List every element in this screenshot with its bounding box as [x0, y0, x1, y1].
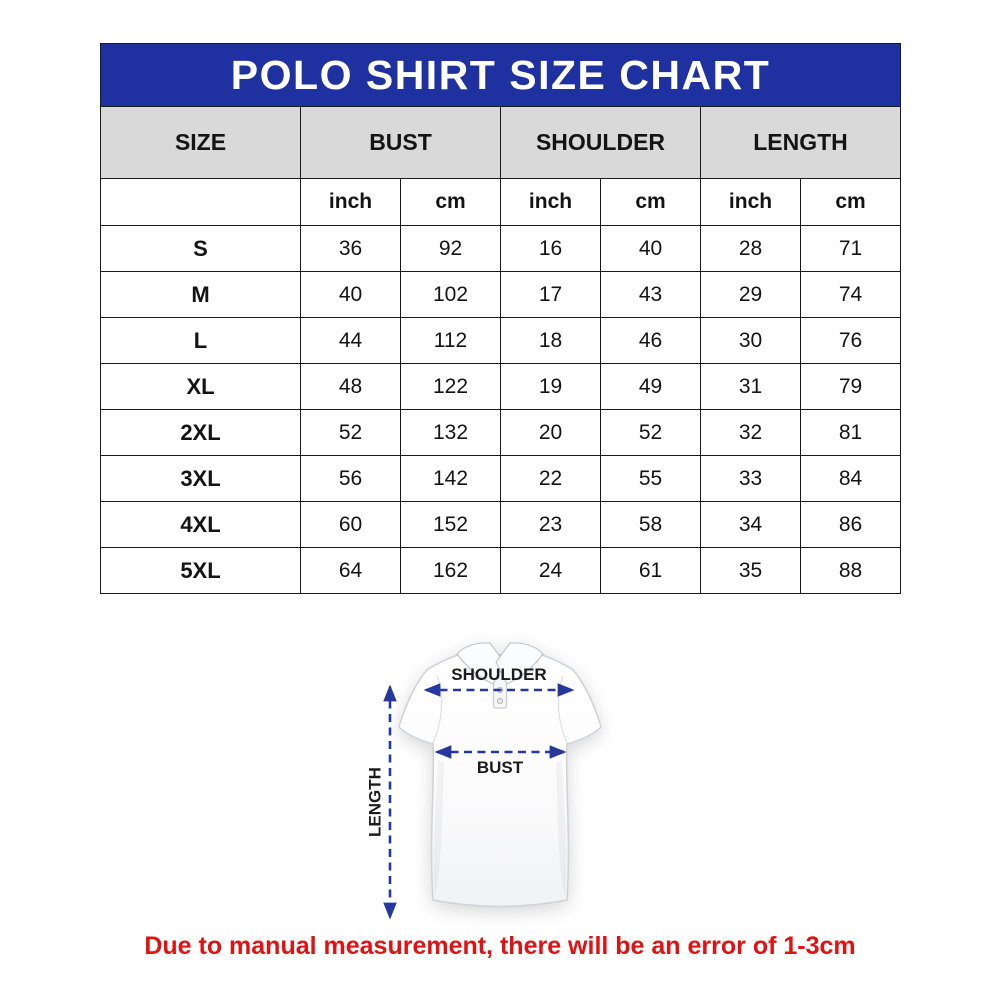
measurement-value: 43 [600, 271, 701, 318]
measurement-value: 132 [400, 409, 501, 456]
measurement-value: 29 [700, 271, 801, 318]
measurement-value: 48 [300, 363, 401, 410]
size-table: POLO SHIRT SIZE CHART SIZE BUST SHOULDER… [99, 43, 902, 594]
collar-right-flap [495, 642, 544, 685]
polo-shirt-illustration [398, 642, 602, 908]
measurement-value: 22 [500, 455, 601, 502]
table-row: 4XL 60 152 23 58 34 86 [100, 501, 902, 548]
measurement-value: 86 [799, 501, 902, 548]
size-label: XL [100, 363, 301, 410]
unit-header-shoulder-inch: inch [500, 178, 601, 226]
chart-title: POLO SHIRT SIZE CHART [99, 43, 902, 107]
group-header-row: SIZE BUST SHOULDER LENGTH [100, 106, 902, 179]
unit-header-bust-cm: cm [400, 178, 501, 226]
unit-header-row: inch cm inch cm inch cm [100, 178, 902, 226]
chart-title-bar: POLO SHIRT SIZE CHART [99, 43, 902, 107]
measurement-value: 74 [799, 271, 902, 318]
measurement-value: 19 [500, 363, 601, 410]
measurement-value: 46 [600, 317, 701, 364]
size-label: M [100, 271, 301, 318]
measurement-value: 32 [700, 409, 801, 456]
column-header-size: SIZE [100, 106, 301, 179]
measurement-value: 24 [500, 547, 601, 594]
measurement-value: 33 [700, 455, 801, 502]
measurement-value: 162 [400, 547, 501, 594]
footnote: Due to manual measurement, there will be… [144, 932, 856, 960]
measurement-value: 23 [500, 501, 601, 548]
measurement-value: 58 [600, 501, 701, 548]
measurement-value: 60 [300, 501, 401, 548]
measurement-value: 34 [700, 501, 801, 548]
length-label: LENGTH [365, 767, 384, 837]
size-label: L [100, 317, 301, 364]
measurement-value: 52 [600, 409, 701, 456]
measurement-value: 122 [400, 363, 501, 410]
column-header-shoulder: SHOULDER [500, 106, 701, 179]
measurement-value: 55 [600, 455, 701, 502]
bust-label: BUST [477, 758, 524, 777]
size-label: 2XL [100, 409, 301, 456]
table-row: 3XL 56 142 22 55 33 84 [100, 455, 902, 502]
measurement-value: 49 [600, 363, 701, 410]
measurement-value: 18 [500, 317, 601, 364]
measurement-value: 64 [300, 547, 401, 594]
measurement-value: 17 [500, 271, 601, 318]
measurement-value: 28 [700, 225, 801, 272]
size-label: 4XL [100, 501, 301, 548]
measurement-value: 16 [500, 225, 601, 272]
measurement-value: 112 [400, 317, 501, 364]
column-header-length: LENGTH [699, 106, 902, 179]
measurement-value: 40 [600, 225, 701, 272]
table-row: M 40 102 17 43 29 74 [100, 271, 902, 318]
measurement-value: 152 [400, 501, 501, 548]
table-row: L 44 112 18 46 30 76 [100, 317, 902, 364]
unit-header-length-cm: cm [799, 178, 902, 226]
body-shading-left [433, 760, 444, 896]
measurement-value: 142 [400, 455, 501, 502]
measurement-value: 79 [799, 363, 902, 410]
measurement-value: 35 [700, 547, 801, 594]
table-row: XL 48 122 19 49 31 79 [100, 363, 902, 410]
unit-header-spacer [100, 178, 301, 226]
size-label: 5XL [100, 547, 301, 594]
measurement-value: 88 [799, 547, 902, 594]
unit-header-shoulder-cm: cm [600, 178, 701, 226]
measurement-value: 44 [300, 317, 401, 364]
button-icon [496, 697, 504, 705]
table-row: 2XL 52 132 20 52 32 81 [100, 409, 902, 456]
measurement-value: 76 [799, 317, 902, 364]
shoulder-label: SHOULDER [451, 665, 546, 684]
size-label: 3XL [100, 455, 301, 502]
shirt-silhouette [398, 647, 602, 908]
measurement-value: 30 [700, 317, 801, 364]
table-row: S 36 92 16 40 28 71 [100, 225, 902, 272]
size-chart: POLO SHIRT SIZE CHART SIZE BUST SHOULDER… [99, 43, 902, 594]
measurement-value: 61 [600, 547, 701, 594]
body-shading-right [556, 760, 567, 896]
measurement-value: 81 [799, 409, 902, 456]
measurement-value: 56 [300, 455, 401, 502]
size-label: S [100, 225, 301, 272]
measurement-value: 92 [400, 225, 501, 272]
table-row: 5XL 64 162 24 61 35 88 [100, 547, 902, 594]
unit-header-bust-inch: inch [300, 178, 401, 226]
column-header-bust: BUST [300, 106, 501, 179]
measurement-value: 31 [700, 363, 801, 410]
measurement-value: 36 [300, 225, 401, 272]
measurement-value: 71 [799, 225, 902, 272]
polo-measurement-diagram: SHOULDER BUST LENGTH [330, 630, 670, 930]
polo-diagram-canvas: SHOULDER BUST LENGTH [365, 642, 602, 920]
measurement-value: 84 [799, 455, 902, 502]
measurement-value: 20 [500, 409, 601, 456]
measurement-value: 40 [300, 271, 401, 318]
left-sleeve-seam [432, 675, 443, 744]
right-sleeve-seam [557, 675, 568, 744]
measurement-value: 102 [400, 271, 501, 318]
measurement-value: 52 [300, 409, 401, 456]
unit-header-length-inch: inch [700, 178, 801, 226]
